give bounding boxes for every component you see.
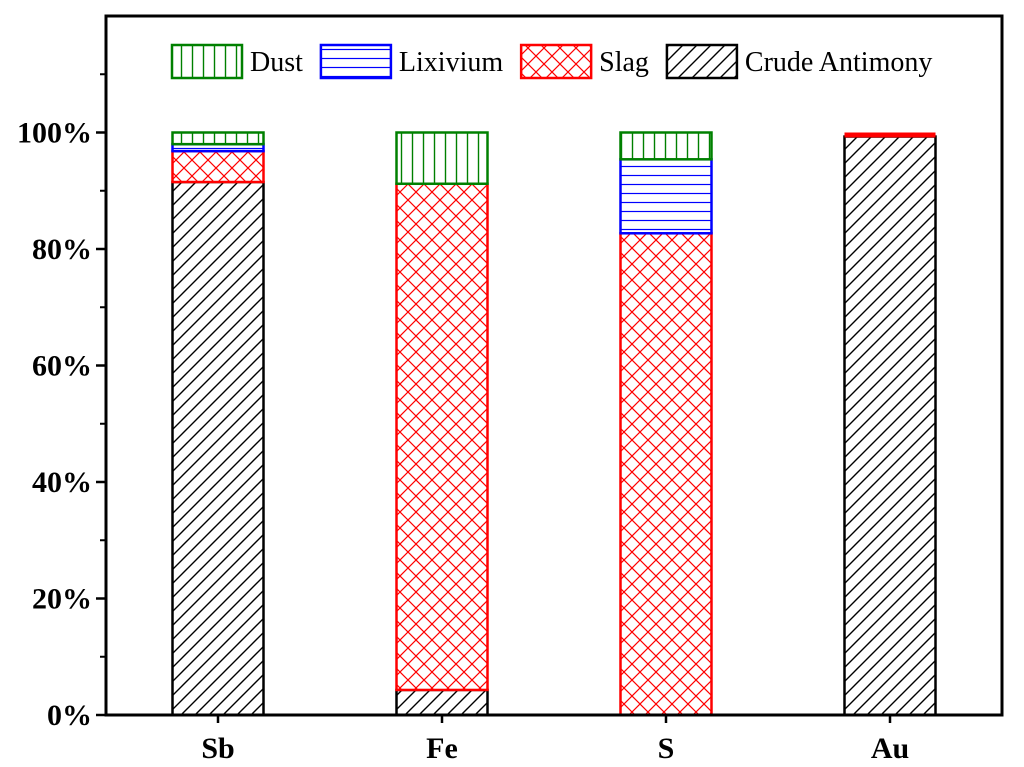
axes-layer: Sb Fe S Au 0% 20% 40% 60% 80% 100% bbox=[17, 14, 1004, 765]
legend-label-lixivium: Lixivium bbox=[399, 47, 503, 78]
bar-fe-crude-antimony bbox=[395, 688, 489, 717]
y-tick-label: 20% bbox=[32, 583, 92, 616]
legend-label-slag: Slag bbox=[599, 47, 649, 78]
legend-label-dust: Dust bbox=[250, 47, 303, 78]
x-tick-label: Fe bbox=[426, 732, 458, 765]
bars-layer bbox=[171, 131, 937, 717]
x-tick-label: Sb bbox=[201, 732, 234, 765]
legend-swatch-crude-antimony bbox=[665, 43, 739, 80]
y-tick-label: 80% bbox=[32, 233, 92, 266]
legend-swatch-slag bbox=[519, 43, 593, 80]
bar-s-lixivium bbox=[619, 158, 713, 235]
legend-swatch-lixivium bbox=[319, 43, 393, 80]
y-tick-label: 40% bbox=[32, 466, 92, 499]
x-tick-label: S bbox=[658, 732, 675, 765]
bar-sb-slag bbox=[171, 149, 265, 184]
bar-au-slag bbox=[844, 132, 936, 138]
y-tick-label: 0% bbox=[47, 699, 92, 732]
y-tick-label: 100% bbox=[17, 117, 92, 150]
legend-label-crude-antimony: Crude Antimony bbox=[745, 47, 932, 78]
bar-fe-dust bbox=[395, 131, 489, 186]
legend-swatch-dust bbox=[170, 43, 244, 80]
bar-sb-crude-antimony bbox=[171, 180, 265, 717]
bar-s-slag bbox=[619, 232, 713, 717]
legend: Dust Lixivium Slag Crude Antimony bbox=[170, 43, 932, 80]
bar-au-crude-antimony bbox=[843, 135, 937, 717]
y-tick-label: 60% bbox=[32, 350, 92, 383]
x-tick-label: Au bbox=[871, 732, 909, 765]
bar-fe-slag bbox=[395, 182, 489, 692]
bar-s-dust bbox=[619, 131, 713, 161]
bar-sb-dust bbox=[171, 131, 265, 146]
plot-frame bbox=[104, 14, 1004, 717]
